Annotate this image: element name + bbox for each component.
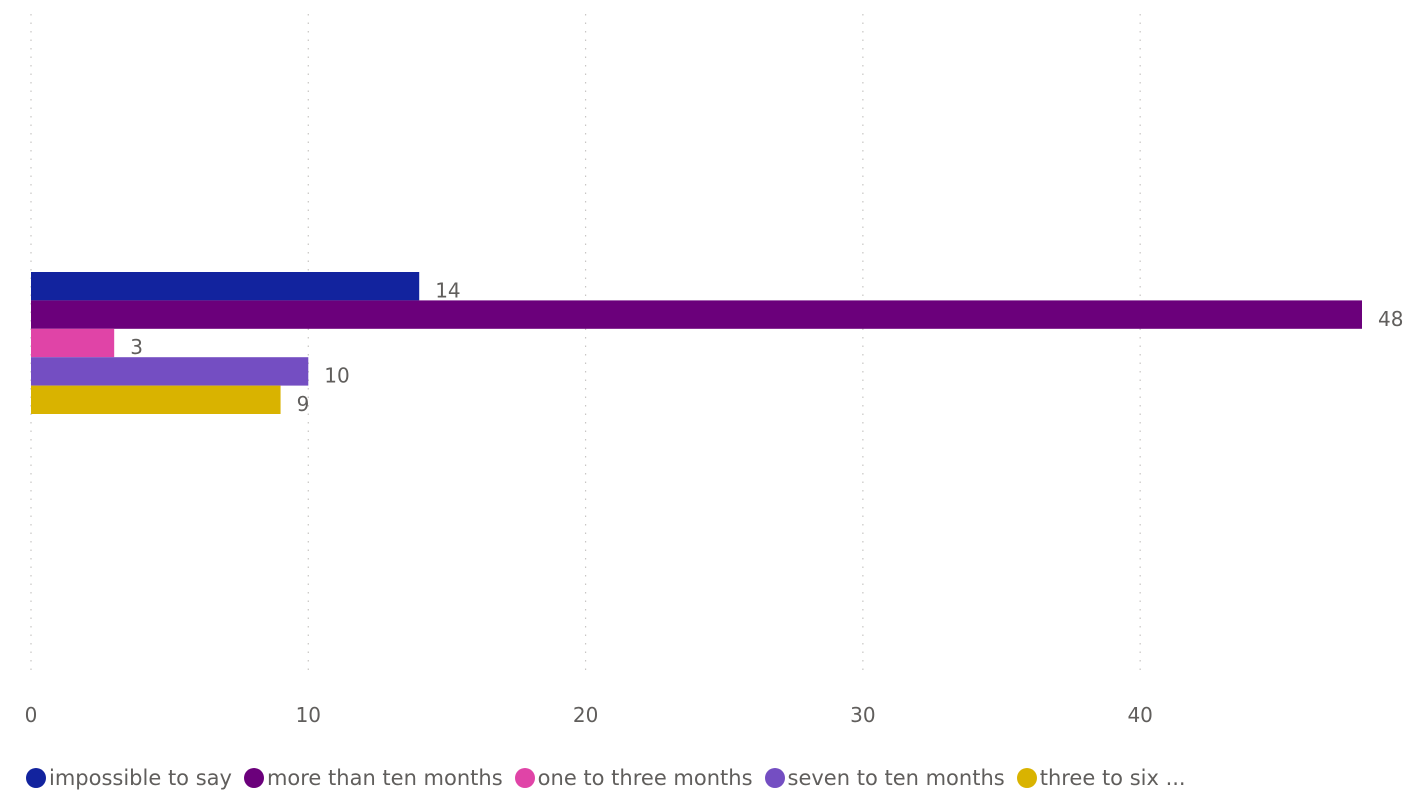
legend-label: more than ten months — [266, 766, 503, 790]
x-tick-label: 20 — [573, 703, 598, 727]
legend-item-2[interactable]: one to three months — [514, 766, 753, 790]
bars — [31, 272, 1362, 414]
bar-4[interactable] — [31, 385, 281, 414]
bar-2[interactable] — [31, 328, 115, 358]
data-labels: 14 48 3 10 9 — [130, 278, 1403, 416]
legend-item-1[interactable]: more than ten months — [243, 766, 503, 790]
legend-label: three to six ... — [1039, 766, 1186, 790]
legend-item-4[interactable]: three to six ... — [1016, 766, 1186, 790]
legend: impossible to say more than ten months one… — [26, 760, 1198, 796]
legend-label: one to three months — [537, 766, 753, 790]
legend-dot-icon — [764, 768, 785, 788]
x-tick-label: 10 — [296, 703, 321, 727]
bar-0[interactable] — [31, 272, 420, 301]
legend-dot-icon — [26, 768, 46, 788]
x-axis-ticks: 0 10 20 30 40 — [25, 703, 1153, 727]
legend-item-0[interactable]: impossible to say — [26, 766, 232, 790]
x-tick-label: 0 — [25, 703, 38, 727]
x-tick-label: 30 — [850, 703, 875, 727]
legend-dot-icon — [243, 768, 264, 788]
bar-1[interactable] — [31, 300, 1362, 329]
legend-label: impossible to say — [49, 766, 232, 790]
bar-3[interactable] — [31, 357, 309, 386]
data-label-0: 14 — [435, 278, 460, 302]
data-label-4: 9 — [297, 392, 310, 416]
legend-item-3[interactable]: seven to ten months — [764, 766, 1005, 790]
legend-label: seven to ten months — [787, 766, 1005, 790]
legend-dot-icon — [514, 768, 535, 788]
gridlines — [30, 14, 1141, 672]
data-label-1: 48 — [1378, 307, 1403, 331]
data-label-2: 3 — [130, 335, 143, 359]
x-tick-label: 40 — [1127, 703, 1152, 727]
legend-dot-icon — [1016, 768, 1037, 788]
data-label-3: 10 — [324, 364, 349, 388]
